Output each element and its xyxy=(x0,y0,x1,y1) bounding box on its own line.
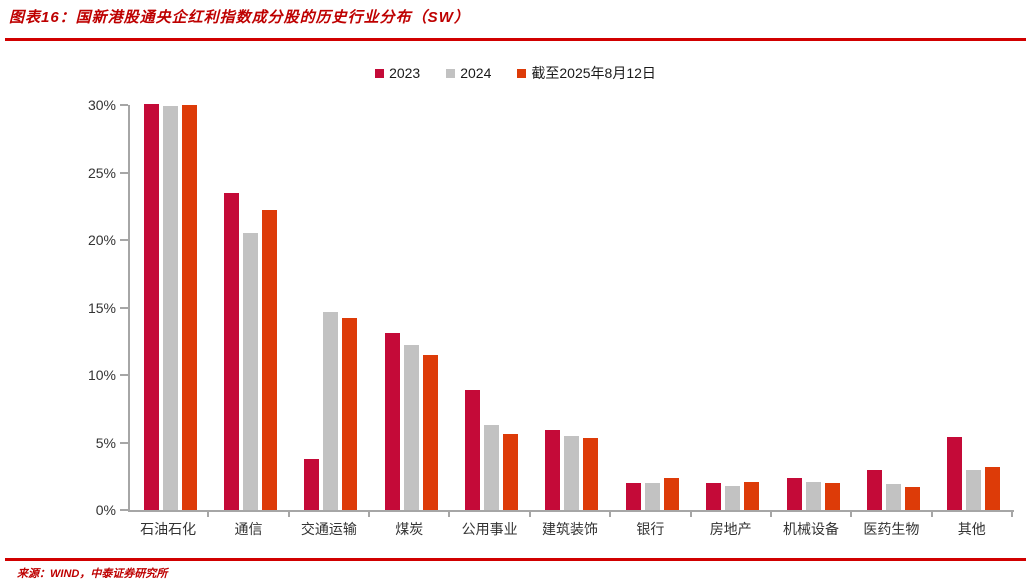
y-tick-mark xyxy=(120,374,128,376)
bar xyxy=(545,430,561,510)
bar-group xyxy=(693,105,773,510)
x-category-label: 交通运输 xyxy=(300,521,357,537)
y-tick-label: 5% xyxy=(95,434,116,451)
x-category-label: 医药生物 xyxy=(863,521,920,537)
x-category-label: 公用事业 xyxy=(461,521,518,537)
bar xyxy=(583,438,599,510)
bar xyxy=(663,477,679,510)
bottom-divider xyxy=(5,558,1026,561)
bar xyxy=(564,435,580,510)
bar xyxy=(786,477,802,510)
y-tick-mark xyxy=(120,509,128,511)
x-category-label: 通信 xyxy=(234,521,263,537)
bar xyxy=(644,483,660,510)
x-tick-mark xyxy=(207,512,210,517)
y-tick-mark xyxy=(120,104,128,106)
bar xyxy=(422,354,438,510)
bar xyxy=(403,345,419,510)
x-tick-mark xyxy=(769,512,772,517)
y-tick-label: 0% xyxy=(95,502,116,518)
plot-area xyxy=(128,103,1014,512)
bar xyxy=(625,483,641,510)
legend-swatch-2025 xyxy=(517,68,527,78)
bar xyxy=(384,333,400,510)
x-category-label: 房地产 xyxy=(709,521,752,537)
bar xyxy=(181,105,197,510)
bar-group xyxy=(291,105,371,510)
bar xyxy=(262,210,278,510)
x-tick-mark xyxy=(368,512,371,517)
x-tick-mark xyxy=(609,512,612,517)
bar xyxy=(805,481,821,510)
top-divider xyxy=(5,38,1026,41)
bar-group xyxy=(210,105,290,510)
bar xyxy=(985,466,1001,510)
bar-group xyxy=(934,105,1014,510)
x-tick-mark xyxy=(528,512,531,517)
y-tick-label: 20% xyxy=(87,232,116,248)
bar-series-container xyxy=(130,103,1014,510)
bar xyxy=(342,318,358,510)
bar-group xyxy=(773,105,853,510)
bar xyxy=(824,483,840,510)
x-category-label: 建筑装饰 xyxy=(541,521,598,537)
legend-label-2023: 2023 xyxy=(389,65,421,81)
bar xyxy=(725,485,741,510)
y-tick-label: 10% xyxy=(87,367,116,383)
legend-swatch-2023 xyxy=(375,68,385,78)
bar xyxy=(866,469,882,510)
x-tick-mark xyxy=(287,512,290,517)
legend-label-2024: 2024 xyxy=(460,65,492,81)
y-tick-label: 30% xyxy=(87,97,116,113)
x-tick-mark xyxy=(689,512,692,517)
legend-label-2025: 截至2025年8月12日 xyxy=(531,65,656,81)
y-tick-mark xyxy=(120,441,128,444)
bar-group xyxy=(853,105,933,510)
bar xyxy=(904,487,920,510)
figure-title: 图表16：国新港股通央企红利指数成分股的历史行业分布（SW） xyxy=(9,9,470,26)
bar xyxy=(304,458,320,510)
legend-item-2024: 2024 xyxy=(446,65,491,81)
x-tick-mark xyxy=(930,512,933,517)
bar xyxy=(947,437,963,510)
bar xyxy=(465,389,481,510)
bar xyxy=(503,434,519,510)
bar xyxy=(484,424,500,510)
bar xyxy=(885,484,901,510)
bar xyxy=(243,233,259,510)
x-tick-mark xyxy=(1011,512,1013,517)
x-tick-mark xyxy=(850,512,853,517)
bar xyxy=(143,103,159,510)
bar-group xyxy=(532,105,612,510)
legend-swatch-2024 xyxy=(446,68,456,78)
x-category-label: 煤炭 xyxy=(395,521,424,537)
y-tick-mark xyxy=(120,306,128,309)
y-tick-label: 15% xyxy=(87,299,116,316)
bar-group xyxy=(612,105,692,510)
y-tick-mark xyxy=(120,171,128,174)
x-tick-mark xyxy=(448,512,451,517)
legend-item-2025: 截至2025年8月12日 xyxy=(517,63,656,83)
x-axis-labels: 石油石化 通信 交通运输 煤炭 公用事业 建筑装饰 银行 房地产 机械设备 医药生物 其他 xyxy=(128,519,1012,539)
bar-group xyxy=(451,105,531,510)
legend-item-2023: 2023 xyxy=(375,65,420,81)
bar xyxy=(966,469,982,510)
bar xyxy=(744,481,760,510)
bar xyxy=(323,311,339,510)
bar-group xyxy=(130,103,210,510)
bar xyxy=(162,106,178,510)
x-category-label: 石油石化 xyxy=(140,521,197,537)
source-note: 来源：WIND，中泰证券研究所 xyxy=(17,568,168,580)
bar xyxy=(706,483,722,510)
x-category-label: 其他 xyxy=(957,521,986,537)
x-category-label: 银行 xyxy=(636,521,665,537)
x-category-label: 机械设备 xyxy=(783,521,840,537)
y-tick-label: 25% xyxy=(87,164,116,181)
chart-legend: 2023 2024 截至2025年8月12日 xyxy=(0,63,1031,83)
bar xyxy=(224,192,240,510)
bar-group xyxy=(371,105,451,510)
y-tick-mark xyxy=(120,239,128,241)
